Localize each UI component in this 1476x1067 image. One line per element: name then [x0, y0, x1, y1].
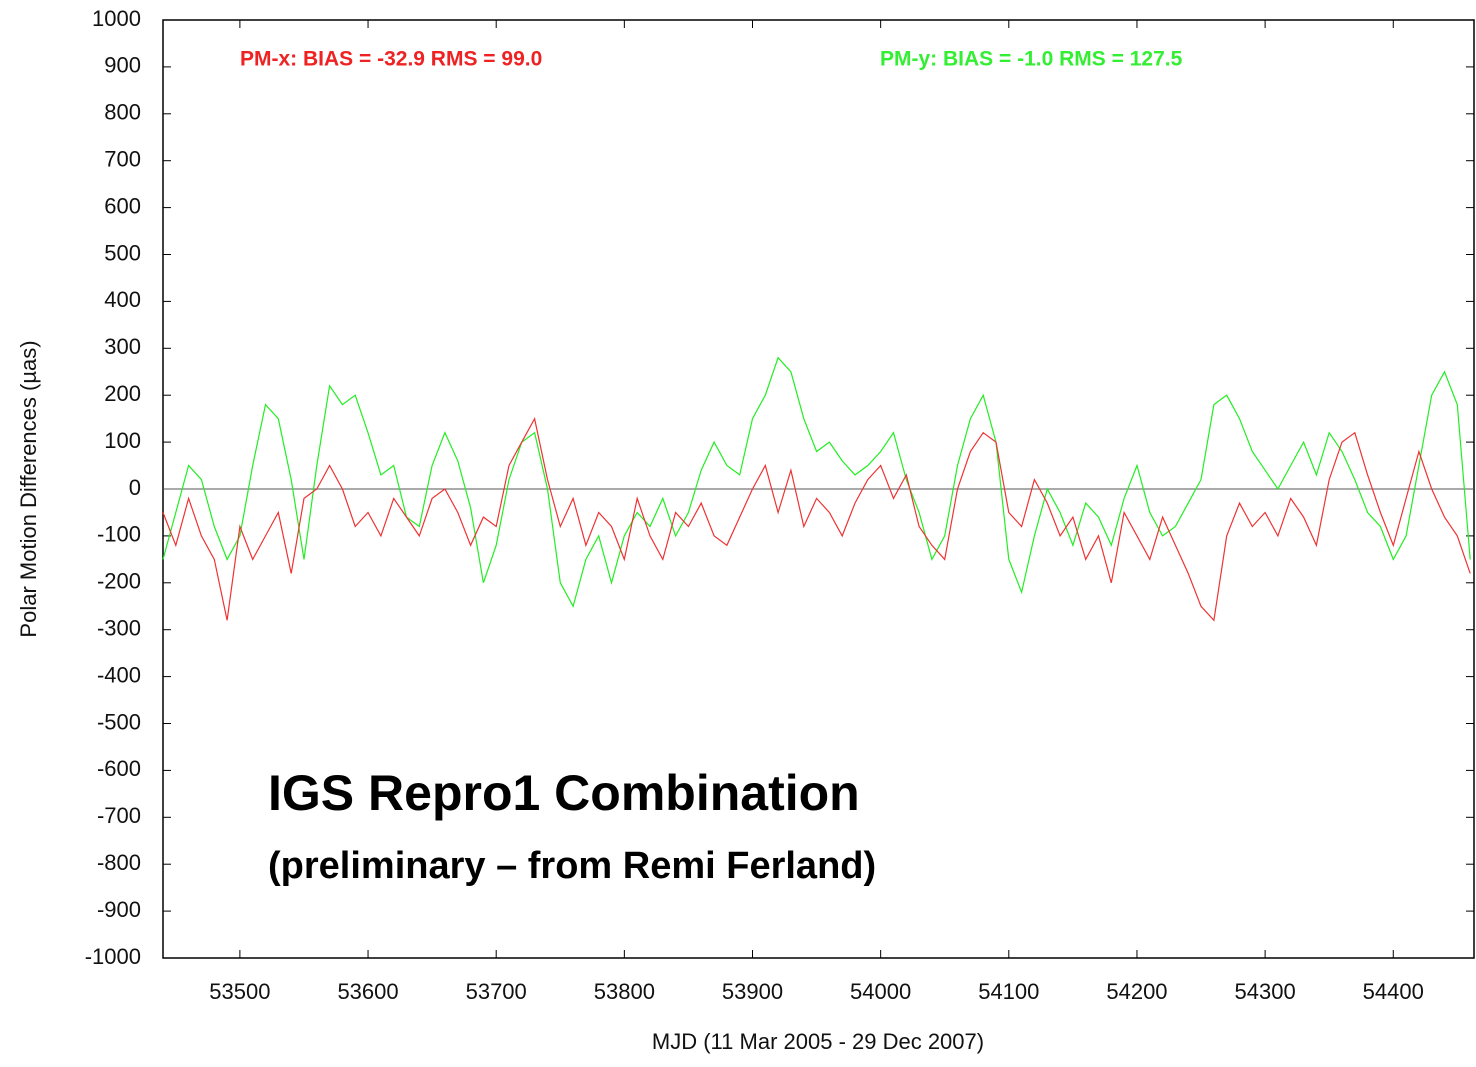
data-line	[162, 416, 1471, 622]
x-tick-label: 53800	[594, 979, 655, 1004]
y-tick-label: 900	[104, 53, 141, 78]
y-tick-label: 600	[104, 193, 141, 218]
y-tick-label: -800	[97, 850, 141, 875]
annotation: PM-y: BIAS = -1.0 RMS = 127.5	[880, 48, 1183, 71]
y-tick-label: 700	[104, 147, 141, 172]
x-tick-label: 54100	[978, 979, 1039, 1004]
y-tick-label: 500	[104, 240, 141, 265]
y-tick-label: 800	[104, 100, 141, 125]
x-tick-label: 54200	[1106, 979, 1167, 1004]
x-axis-label: MJD (11 Mar 2005 - 29 Dec 2007)	[652, 1029, 984, 1054]
annotation: PM-x: BIAS = -32.9 RMS = 99.0	[240, 48, 542, 71]
y-tick-label: 200	[104, 381, 141, 406]
y-tick-label: -400	[97, 662, 141, 687]
y-tick-label: 300	[104, 334, 141, 359]
annotation: (preliminary – from Remi Ferland)	[268, 845, 876, 887]
annotation: IGS Repro1 Combination	[268, 765, 860, 821]
y-tick-label: -900	[97, 897, 141, 922]
y-tick-label: -300	[97, 616, 141, 641]
y-tick-label: 400	[104, 287, 141, 312]
y-tick-label: -200	[97, 569, 141, 594]
x-tick-label: 54000	[850, 979, 911, 1004]
x-tick-label: 53900	[722, 979, 783, 1004]
x-tick-label: 53700	[466, 979, 527, 1004]
y-tick-label: -1000	[85, 944, 141, 969]
y-tick-label: -500	[97, 709, 141, 734]
y-tick-label: 1000	[92, 6, 141, 31]
y-axis-label: Polar Motion Differences (µas)	[16, 340, 41, 637]
x-tick-label: 54400	[1363, 979, 1424, 1004]
y-tick-label: 0	[129, 475, 141, 500]
y-tick-label: -100	[97, 522, 141, 547]
x-tick-label: 53600	[337, 979, 398, 1004]
y-tick-label: -700	[97, 803, 141, 828]
y-tick-label: 100	[104, 428, 141, 453]
x-tick-label: 54300	[1235, 979, 1296, 1004]
data-line	[162, 356, 1471, 608]
x-tick-label: 53500	[209, 979, 270, 1004]
y-tick-label: -600	[97, 756, 141, 781]
